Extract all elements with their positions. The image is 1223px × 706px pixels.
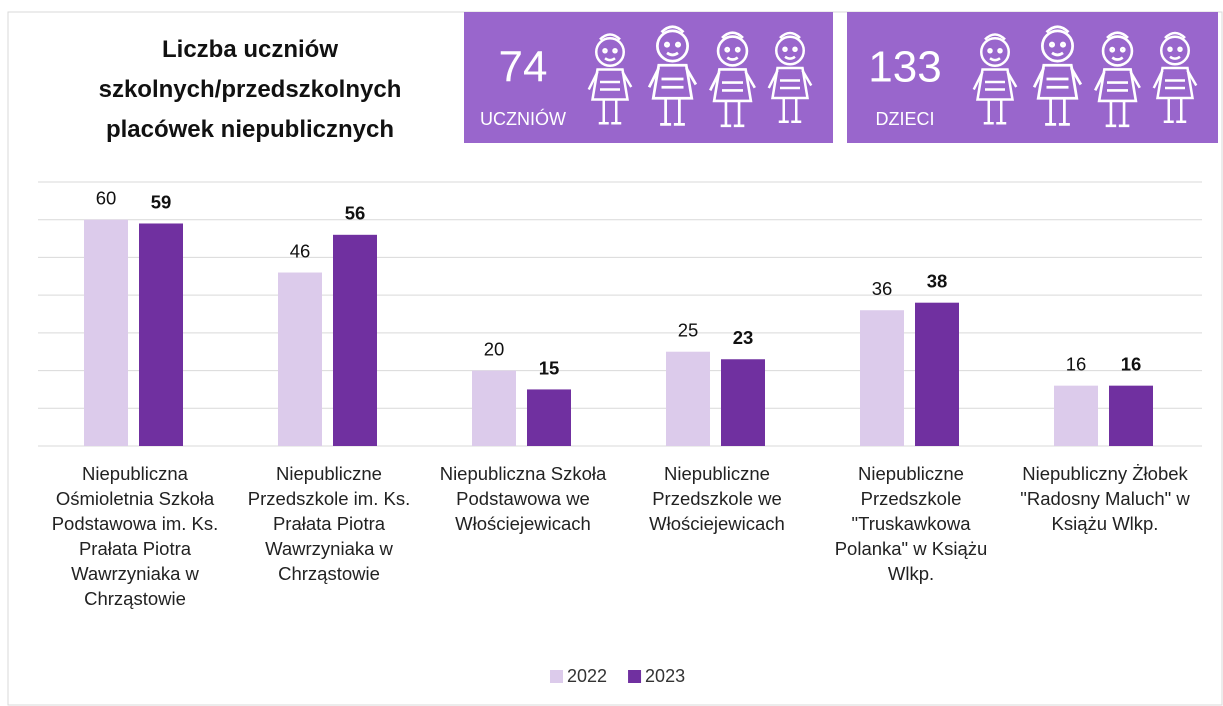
x-tick-label: Niepubliczne Przedszkole im. Ks. Prałata…: [247, 463, 411, 584]
value-label: 20: [484, 338, 505, 359]
legend-label: 2023: [645, 666, 685, 686]
value-label: 56: [345, 203, 366, 224]
value-label: 38: [927, 271, 948, 292]
badge: [464, 12, 833, 143]
bar: [527, 389, 571, 446]
value-label: 36: [872, 278, 893, 299]
legend-label: 2022: [567, 666, 607, 686]
x-tick-label: Niepubliczna Ośmioletnia Szkoła Podstawo…: [51, 463, 219, 609]
badge: [847, 12, 1218, 143]
bar: [915, 302, 959, 446]
legend-swatch: [628, 670, 642, 683]
x-tick-label: Niepubliczne Przedszkole we Włościejewic…: [649, 463, 785, 534]
x-tick-label: Niepubliczne Przedszkole "Truskawkowa Po…: [834, 463, 988, 584]
bar: [333, 234, 377, 446]
value-label: 16: [1066, 354, 1087, 375]
badge-label: UCZNIÓW: [480, 108, 566, 129]
bar: [84, 219, 128, 446]
legend-swatch: [550, 670, 563, 683]
value-label: 25: [678, 320, 699, 341]
x-tick-label: Niepubliczny Żłobek "Radosny Maluch" w K…: [1020, 463, 1190, 534]
value-label: 15: [539, 357, 560, 378]
value-label: 59: [151, 191, 172, 212]
badge-number: 74: [499, 43, 548, 92]
value-label: 46: [290, 240, 311, 261]
value-label: 23: [733, 327, 754, 348]
bar: [139, 223, 183, 446]
badge-number: 133: [868, 43, 941, 92]
chart-title: Liczba uczniów szkolnych/przedszkolnych …: [98, 36, 402, 143]
bar: [860, 310, 904, 446]
bar: [1054, 385, 1098, 446]
bar: [1109, 385, 1153, 446]
x-tick-label: Niepubliczna Szkoła Podstawowa we Włości…: [439, 463, 607, 534]
bar: [472, 370, 516, 446]
bar: [721, 359, 765, 446]
value-label: 60: [96, 188, 117, 209]
bar: [666, 351, 710, 446]
bar: [278, 272, 322, 446]
badge-label: DZIECI: [875, 109, 934, 129]
value-label: 16: [1121, 354, 1142, 375]
